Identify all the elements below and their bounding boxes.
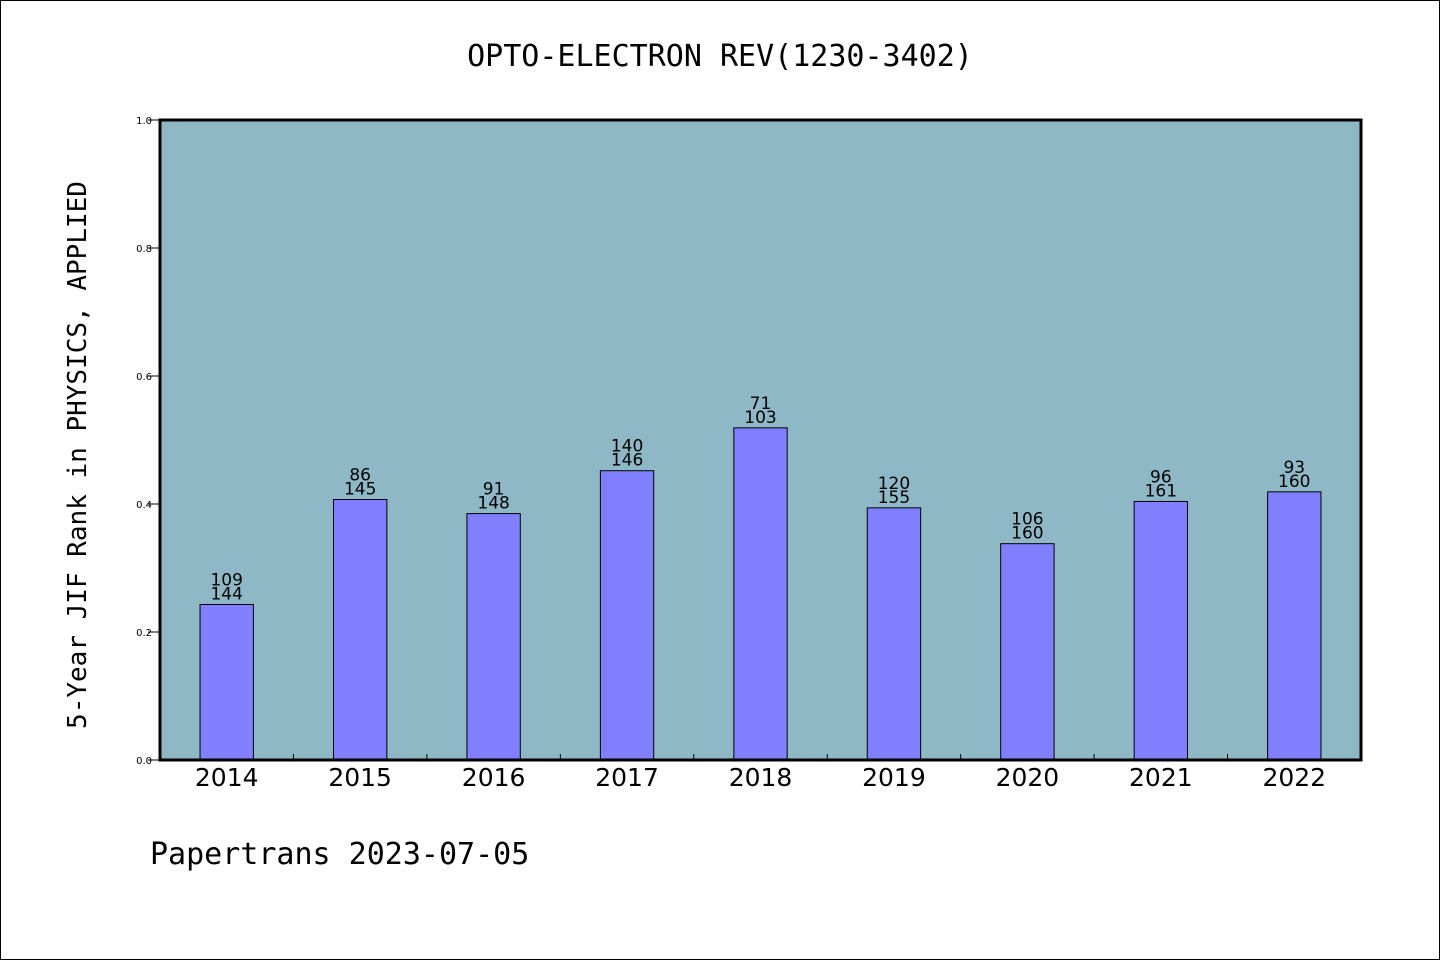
bar-label-bottom: 148 xyxy=(477,494,509,514)
bar-label-bottom: 144 xyxy=(210,584,242,604)
bar-2014 xyxy=(199,603,254,761)
bar-label-top: 140 xyxy=(611,437,643,457)
plot-border xyxy=(158,118,1363,762)
bar-label-bottom: 146 xyxy=(611,451,643,471)
x-tick-label: 2020 xyxy=(996,763,1060,792)
bar-label-bottom: 160 xyxy=(1278,472,1310,492)
bar-label-top: 93 xyxy=(1283,458,1305,478)
x-tick-label: 2021 xyxy=(1129,763,1193,792)
x-tick-label: 2019 xyxy=(862,763,926,792)
bar-label-top: 96 xyxy=(1150,467,1172,487)
x-tick-label: 2018 xyxy=(729,763,793,792)
bar-label-top: 91 xyxy=(483,480,505,500)
bar-label-bottom: 145 xyxy=(344,480,376,500)
bar-label-top: 120 xyxy=(878,474,910,494)
y-tick-label: 0.2 xyxy=(136,628,152,639)
bar-2019 xyxy=(866,507,922,761)
bar-label-top: 106 xyxy=(1011,510,1043,530)
x-tick-label: 2022 xyxy=(1262,763,1326,792)
bar-2015 xyxy=(332,499,388,761)
bar-label-bottom: 160 xyxy=(1011,524,1043,544)
bar-2017 xyxy=(599,470,655,761)
bar-label-bottom: 103 xyxy=(744,408,776,428)
bar-2021 xyxy=(1133,500,1189,761)
bar-label-bottom: 161 xyxy=(1145,481,1177,501)
x-tick-label: 2014 xyxy=(195,763,259,792)
bar-2022 xyxy=(1267,491,1322,761)
y-axis-label: 5-Year JIF Rank in PHYSICS, APPLIED xyxy=(63,181,93,729)
y-axis: 0.0 0.2 0.4 0.6 0.8 1.0 xyxy=(136,116,160,767)
x-tick-label: 2015 xyxy=(328,763,392,792)
y-tick-label: 1.0 xyxy=(136,116,152,127)
y-tick-label: 0.0 xyxy=(136,756,152,767)
bar-2020 xyxy=(1000,543,1055,761)
bar-label-bottom: 155 xyxy=(878,488,910,508)
footer-credit: Papertrans 2023-07-05 xyxy=(150,837,529,872)
y-tick-label: 0.4 xyxy=(136,500,152,511)
x-tick-label: 2016 xyxy=(462,763,526,792)
bar-2016 xyxy=(466,513,521,761)
x-axis: 2014 2015 2016 2017 2018 2019 2020 2021 2022 xyxy=(195,754,1326,792)
bar-label-top: 109 xyxy=(210,570,242,590)
bars-layer xyxy=(199,427,1322,761)
y-tick-label: 0.6 xyxy=(136,372,152,383)
x-tick-label: 2017 xyxy=(595,763,659,792)
bar-2018 xyxy=(733,427,788,761)
chart-title: OPTO-ELECTRON REV(1230-3402) xyxy=(467,39,973,74)
bar-label-top: 71 xyxy=(750,394,772,414)
y-tick-label: 0.8 xyxy=(136,244,152,255)
bar-label-top: 86 xyxy=(349,466,371,486)
